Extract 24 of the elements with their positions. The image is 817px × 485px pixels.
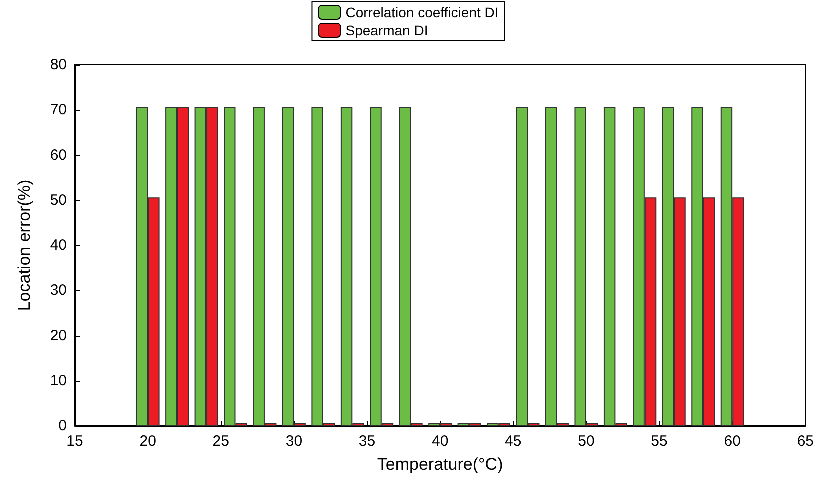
x-tick-label: 30 [286,433,303,450]
y-tick-label: 0 [58,418,67,434]
y-tick-label: 20 [50,327,67,344]
x-tick-label: 35 [358,433,376,450]
legend-label: Spearman DI [346,22,428,38]
x-tick-label: 25 [212,433,230,450]
x-tick-label: 55 [651,433,668,450]
y-tick-label: 10 [50,372,67,390]
x-tick-label: 40 [432,433,449,450]
x-tick-label: 20 [140,433,156,450]
y-tick-label: 60 [50,146,67,164]
y-tick-label: 40 [50,237,67,254]
y-tick-label: 50 [50,192,67,209]
y-tick-label: 30 [50,282,67,300]
x-tick-label: 15 [66,433,84,450]
y-tick-label: 70 [50,102,67,119]
y-tick-label: 80 [50,56,67,74]
x-tick-label: 65 [797,433,814,450]
x-tick-label: 45 [505,433,522,450]
x-tick-label: 60 [724,433,741,450]
y-axis-title: Location error(%) [15,180,34,312]
legend-label: Correlation coefficient DI [346,4,499,20]
x-axis-title: Temperature(°C) [377,455,504,474]
x-tick-label: 50 [578,433,595,450]
